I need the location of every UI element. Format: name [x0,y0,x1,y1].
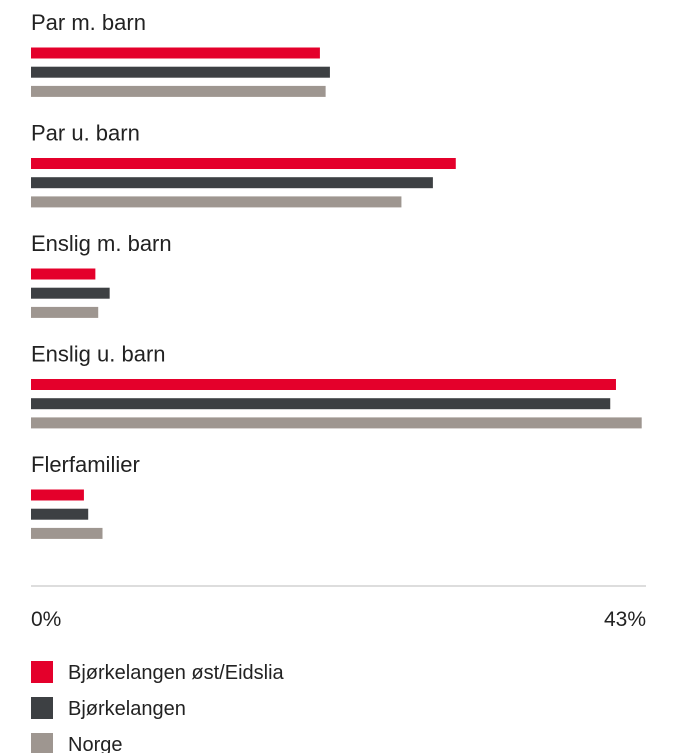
bar-enslig-u-barn-series-1 [31,398,611,410]
legend: Bjørkelangen øst/Eidslia Bjørkelangen Norg… [31,661,285,753]
bar-par-m-barn-series-0 [31,47,320,59]
bars-layer: Par m. barn Par u. barn Enslig m. barn Ensl… [31,10,642,539]
legend-label-2: Norge [68,734,122,753]
bar-par-u-barn-series-0 [31,158,456,169]
bar-par-u-barn-series-2 [31,196,402,208]
bar-flerfamilier-series-2 [31,527,103,539]
legend-swatch-0 [31,661,53,683]
category-label-enslig-m-barn: Enslig m. barn [31,231,172,256]
bar-par-u-barn-series-1 [31,177,433,189]
category-label-par-m-barn: Par m. barn [31,10,146,35]
bar-enslig-u-barn-series-2 [31,417,642,429]
legend-swatch-2 [31,733,53,753]
bar-par-m-barn-series-2 [31,85,326,97]
bar-enslig-u-barn-series-0 [31,379,616,390]
bar-enslig-m-barn-series-1 [31,287,110,299]
bar-par-m-barn-series-1 [31,66,330,78]
x-tick-label-min: 0% [31,608,61,631]
legend-label-1: Bjørkelangen [68,698,186,720]
legend-swatch-1 [31,697,53,719]
x-tick-label-max: 43% [604,608,646,631]
category-label-par-u-barn: Par u. barn [31,121,140,146]
bar-enslig-m-barn-series-0 [31,268,96,280]
category-label-flerfamilier: Flerfamilier [31,452,140,477]
bar-enslig-m-barn-series-2 [31,306,99,318]
bar-flerfamilier-series-0 [31,489,84,501]
legend-label-0: Bjørkelangen øst/Eidslia [68,662,285,684]
bar-flerfamilier-series-1 [31,508,89,520]
category-label-enslig-u-barn: Enslig u. barn [31,342,166,367]
